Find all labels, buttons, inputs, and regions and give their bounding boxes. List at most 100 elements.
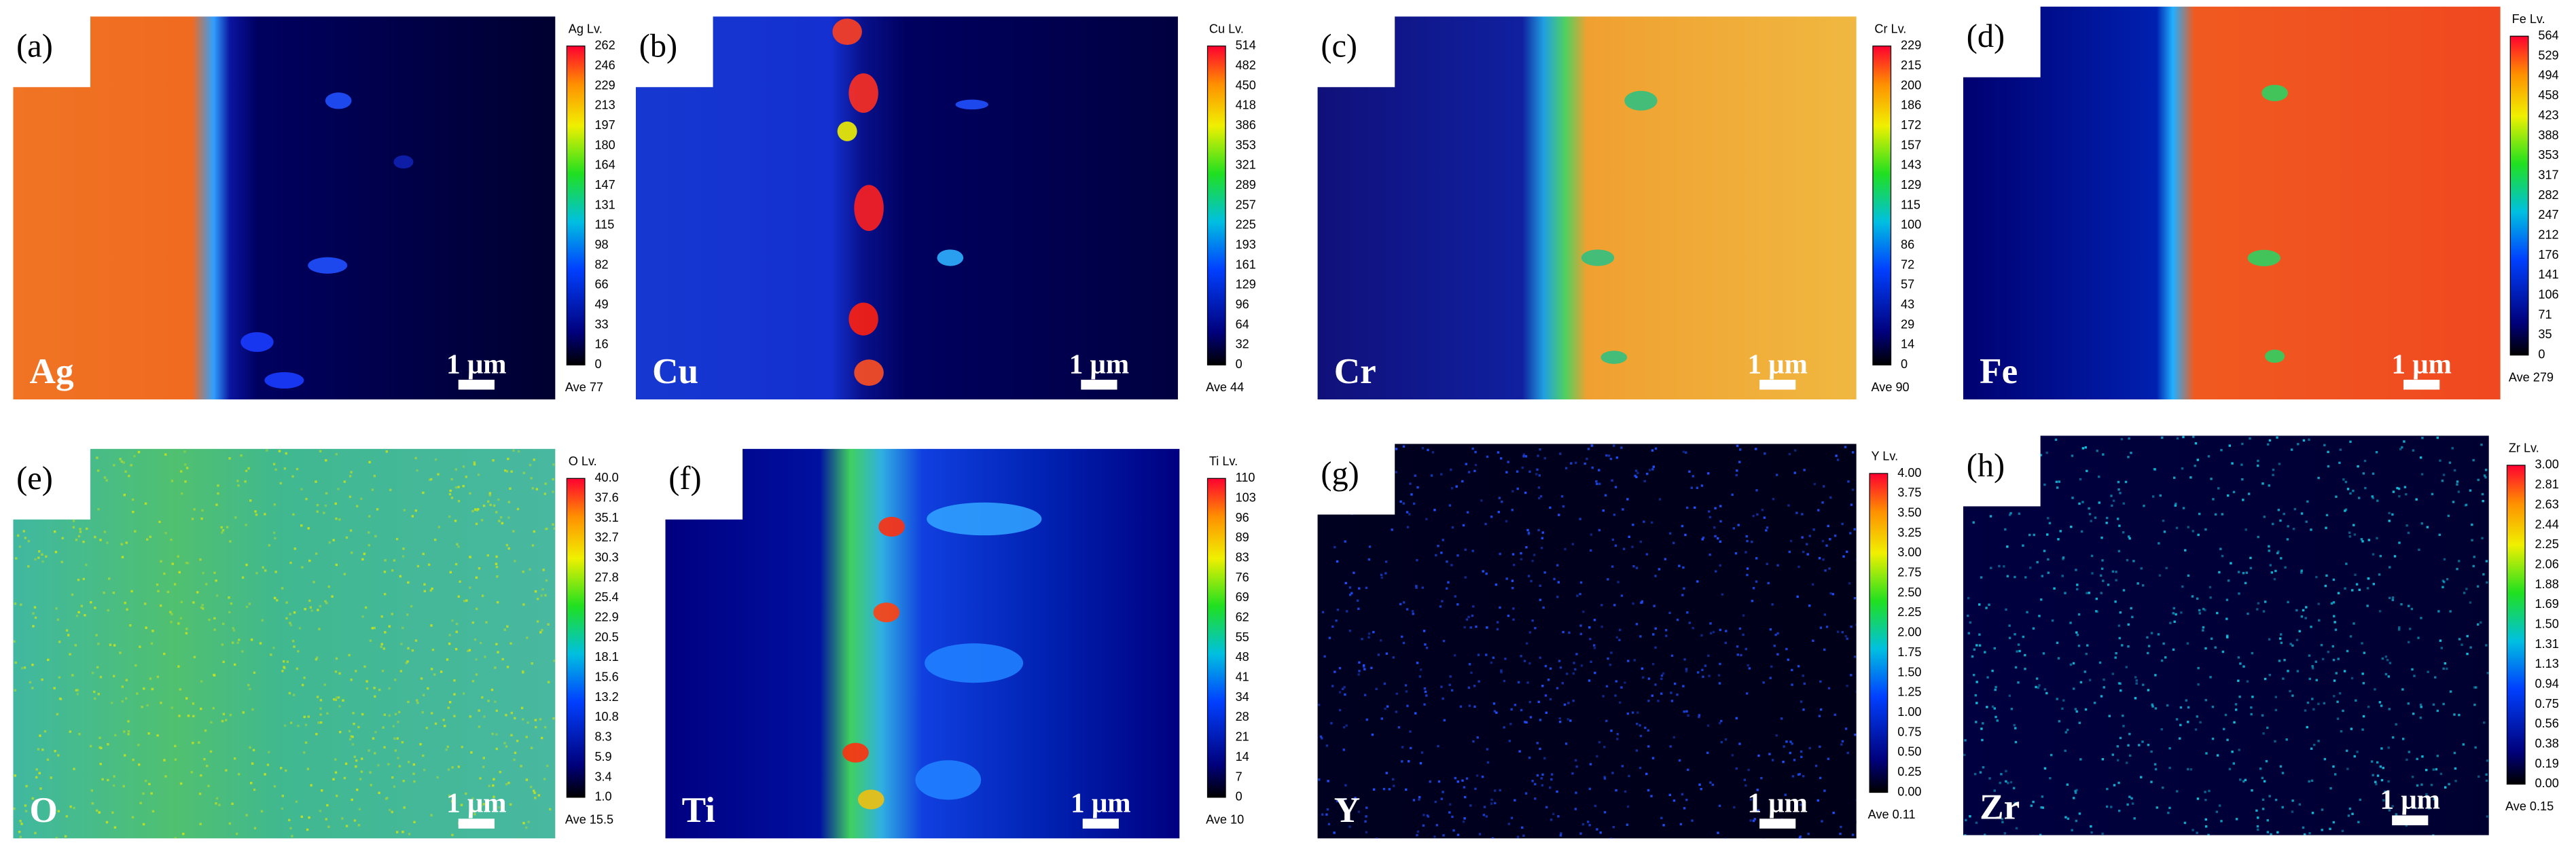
map-speck [2086,644,2089,647]
colorbar-tick-label: 20.5 [594,630,618,644]
map-speck [495,709,498,713]
map-speck [2128,437,2130,440]
map-speck [124,470,127,473]
map-speck [2150,750,2153,753]
map-speck [1819,776,1822,780]
map-speck [41,678,43,681]
map-speck [499,516,503,519]
map-speck [2160,659,2164,662]
map-speck [270,653,272,656]
map-speck [2452,501,2455,503]
map-speck [536,597,539,600]
map-speck [2125,666,2128,668]
map-speck [334,771,338,774]
map-speck [1372,630,1375,634]
map-speck [462,465,465,468]
map-speck [1446,560,1448,563]
map-speck [484,808,488,812]
map-speck [85,563,88,567]
map-speck [1807,832,1810,835]
map-speck [293,547,296,550]
map-speck [249,687,251,691]
map-speck [486,554,489,557]
map-speck [2147,743,2150,747]
map-speck [123,493,126,497]
map-speck [351,736,354,738]
colorbar-tick-label: 21 [1236,730,1249,744]
map-speck [2456,483,2458,486]
map-speck [2155,806,2158,809]
map-speck [1541,685,1544,687]
map-speck [429,589,432,592]
map-speck [1508,740,1511,742]
map-speck [469,556,472,558]
map-speck [492,784,495,787]
map-speck [1813,482,1816,486]
map-speck [356,789,359,791]
map-speck [2069,622,2072,624]
colorbar-tick-label: 3.00 [2535,458,2559,471]
map-speck [460,804,463,806]
map-speck [29,681,32,684]
map-speck [383,713,387,716]
map-speck [57,810,60,812]
map-speck [2448,461,2452,464]
map-speck [308,559,311,562]
map-speck [2041,575,2044,577]
map-speck [2227,579,2230,582]
map-speck [2211,705,2215,708]
colorbar-tick-label: 0.00 [1897,785,1921,798]
panel-label: (c) [1321,29,1357,65]
map-speck [1785,740,1788,743]
map-speck [1325,813,1328,816]
map-speck [137,744,140,747]
map-speck [2268,673,2271,677]
label-box [11,447,91,520]
map-speck [1451,526,1454,529]
map-speck [533,530,536,533]
map-speck [2480,621,2482,624]
map-speck [1652,633,1655,636]
map-speck [1442,539,1444,541]
map-speck [1752,587,1755,590]
map-speck [112,784,115,787]
map-speck [296,667,299,670]
map-speck [2000,773,2003,776]
map-speck [1544,664,1548,668]
map-speck [1975,681,1978,683]
map-speck [2376,537,2378,540]
map-speck [41,553,43,556]
map-speck [360,497,363,501]
map-speck [2268,484,2270,487]
map-speck [241,576,245,579]
map-speck [2026,611,2028,613]
map-speck [1393,785,1395,787]
map-speck [520,765,522,768]
map-speck [2441,579,2445,582]
map-speck [2350,677,2354,680]
map-speck [1785,647,1788,651]
map-speck [2162,786,2164,789]
map-speck [1617,581,1620,583]
map-speck [480,804,482,808]
map-speck [1618,628,1622,632]
map-speck [364,606,368,609]
map-speck [2265,759,2268,763]
map-speck [454,486,458,489]
map-feature [1600,350,1628,364]
map-speck [2049,776,2052,780]
map-speck [289,622,291,624]
map-speck [2207,833,2210,835]
map-speck [114,734,117,737]
map-speck [2189,476,2192,479]
map-speck [324,600,327,603]
map-speck [2103,678,2105,681]
map-speck [1543,571,1546,574]
map-speck [160,560,162,563]
map-speck [462,692,465,695]
map-speck [144,603,147,605]
map-speck [334,670,338,673]
colorbar-tick-label: 62 [1236,610,1249,624]
map-speck [319,721,323,724]
map-speck [2035,685,2037,689]
